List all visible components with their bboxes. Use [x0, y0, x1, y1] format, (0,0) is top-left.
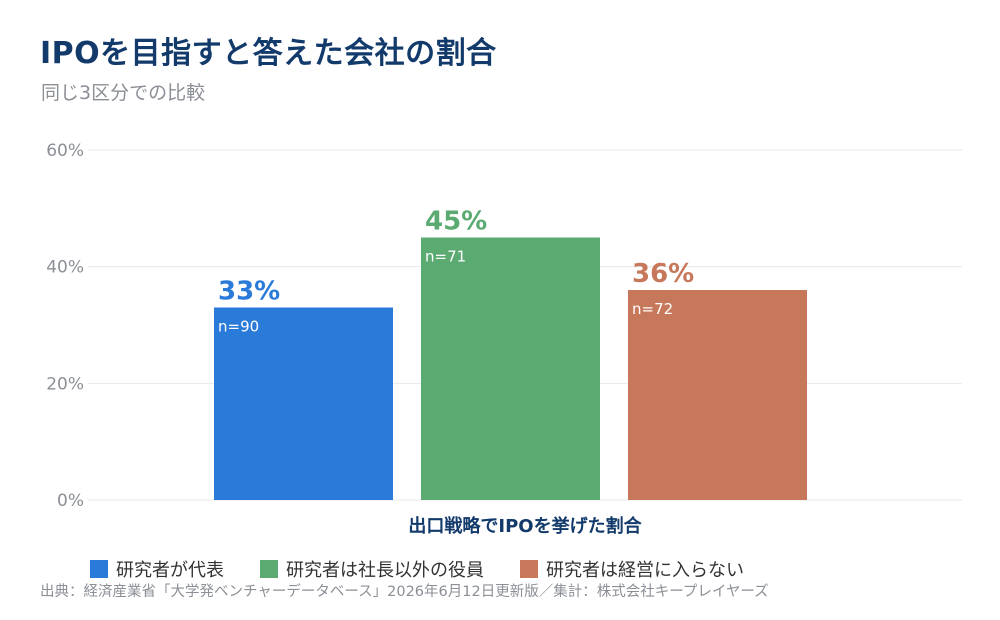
- chart-subtitle: 同じ3区分での比較: [41, 82, 206, 104]
- y-tick-label: 60%: [46, 141, 84, 161]
- legend: 研究者が代表 研究者は社長以外の役員 研究者は経営に入らない: [90, 556, 744, 582]
- y-tick-label: 20%: [46, 374, 84, 394]
- bar-value-label: 45%: [425, 207, 487, 237]
- legend-label: 研究者は社長以外の役員: [286, 560, 484, 581]
- bar-value-label: 33%: [218, 277, 280, 307]
- legend-swatch: [520, 560, 538, 578]
- chart-title: IPOを目指すと答えた会社の割合: [40, 36, 497, 71]
- bar-value-label: 36%: [632, 259, 694, 289]
- bar: [421, 237, 600, 500]
- bar: [214, 307, 393, 500]
- legend-label: 研究者は経営に入らない: [546, 560, 744, 581]
- y-axis-ticks: 0% 20% 40% 60%: [46, 141, 84, 511]
- bar: [628, 290, 807, 500]
- source-note: 出典：経済産業省「大学発ベンチャーデータベース」2026年6月12日更新版／集計…: [40, 584, 769, 600]
- y-tick-label: 0%: [57, 491, 84, 511]
- bar-n-label: n=90: [218, 318, 259, 336]
- legend-item: 研究者が代表: [90, 556, 224, 582]
- legend-swatch: [260, 560, 278, 578]
- y-tick-label: 40%: [46, 258, 84, 278]
- bar-n-label: n=72: [632, 300, 673, 318]
- legend-swatch: [90, 560, 108, 578]
- legend-item: 研究者は経営に入らない: [520, 556, 744, 582]
- bars: 33% n=90 45% n=71 36% n=72: [214, 207, 807, 500]
- x-axis-label: 出口戦略でIPOを挙げた割合: [408, 515, 642, 537]
- legend-label: 研究者が代表: [116, 560, 224, 581]
- bar-n-label: n=71: [425, 248, 466, 266]
- legend-item: 研究者は社長以外の役員: [260, 556, 484, 582]
